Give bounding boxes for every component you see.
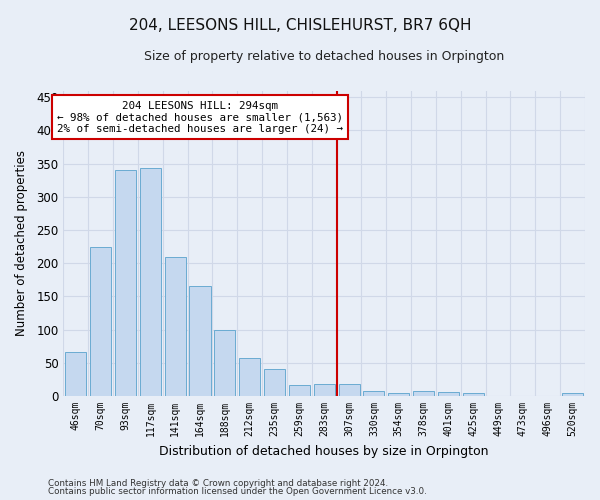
Bar [562,394,583,396]
Bar [140,168,161,396]
Bar [190,286,211,396]
Bar [314,384,335,396]
Bar [388,392,409,396]
Bar [289,385,310,396]
Bar [338,384,359,396]
Text: 204 LEESONS HILL: 294sqm
← 98% of detached houses are smaller (1,563)
2% of semi: 204 LEESONS HILL: 294sqm ← 98% of detach… [57,100,343,134]
X-axis label: Distribution of detached houses by size in Orpington: Distribution of detached houses by size … [160,444,489,458]
Bar [264,369,285,396]
Text: 204, LEESONS HILL, CHISLEHURST, BR7 6QH: 204, LEESONS HILL, CHISLEHURST, BR7 6QH [129,18,471,32]
Text: Contains HM Land Registry data © Crown copyright and database right 2024.: Contains HM Land Registry data © Crown c… [48,478,388,488]
Bar [65,352,86,396]
Y-axis label: Number of detached properties: Number of detached properties [15,150,28,336]
Bar [463,392,484,396]
Text: Contains public sector information licensed under the Open Government Licence v3: Contains public sector information licen… [48,487,427,496]
Bar [214,330,235,396]
Bar [364,392,385,396]
Bar [239,358,260,396]
Bar [90,248,111,396]
Bar [413,390,434,396]
Bar [164,256,186,396]
Bar [115,170,136,396]
Bar [438,392,459,396]
Title: Size of property relative to detached houses in Orpington: Size of property relative to detached ho… [144,50,505,63]
